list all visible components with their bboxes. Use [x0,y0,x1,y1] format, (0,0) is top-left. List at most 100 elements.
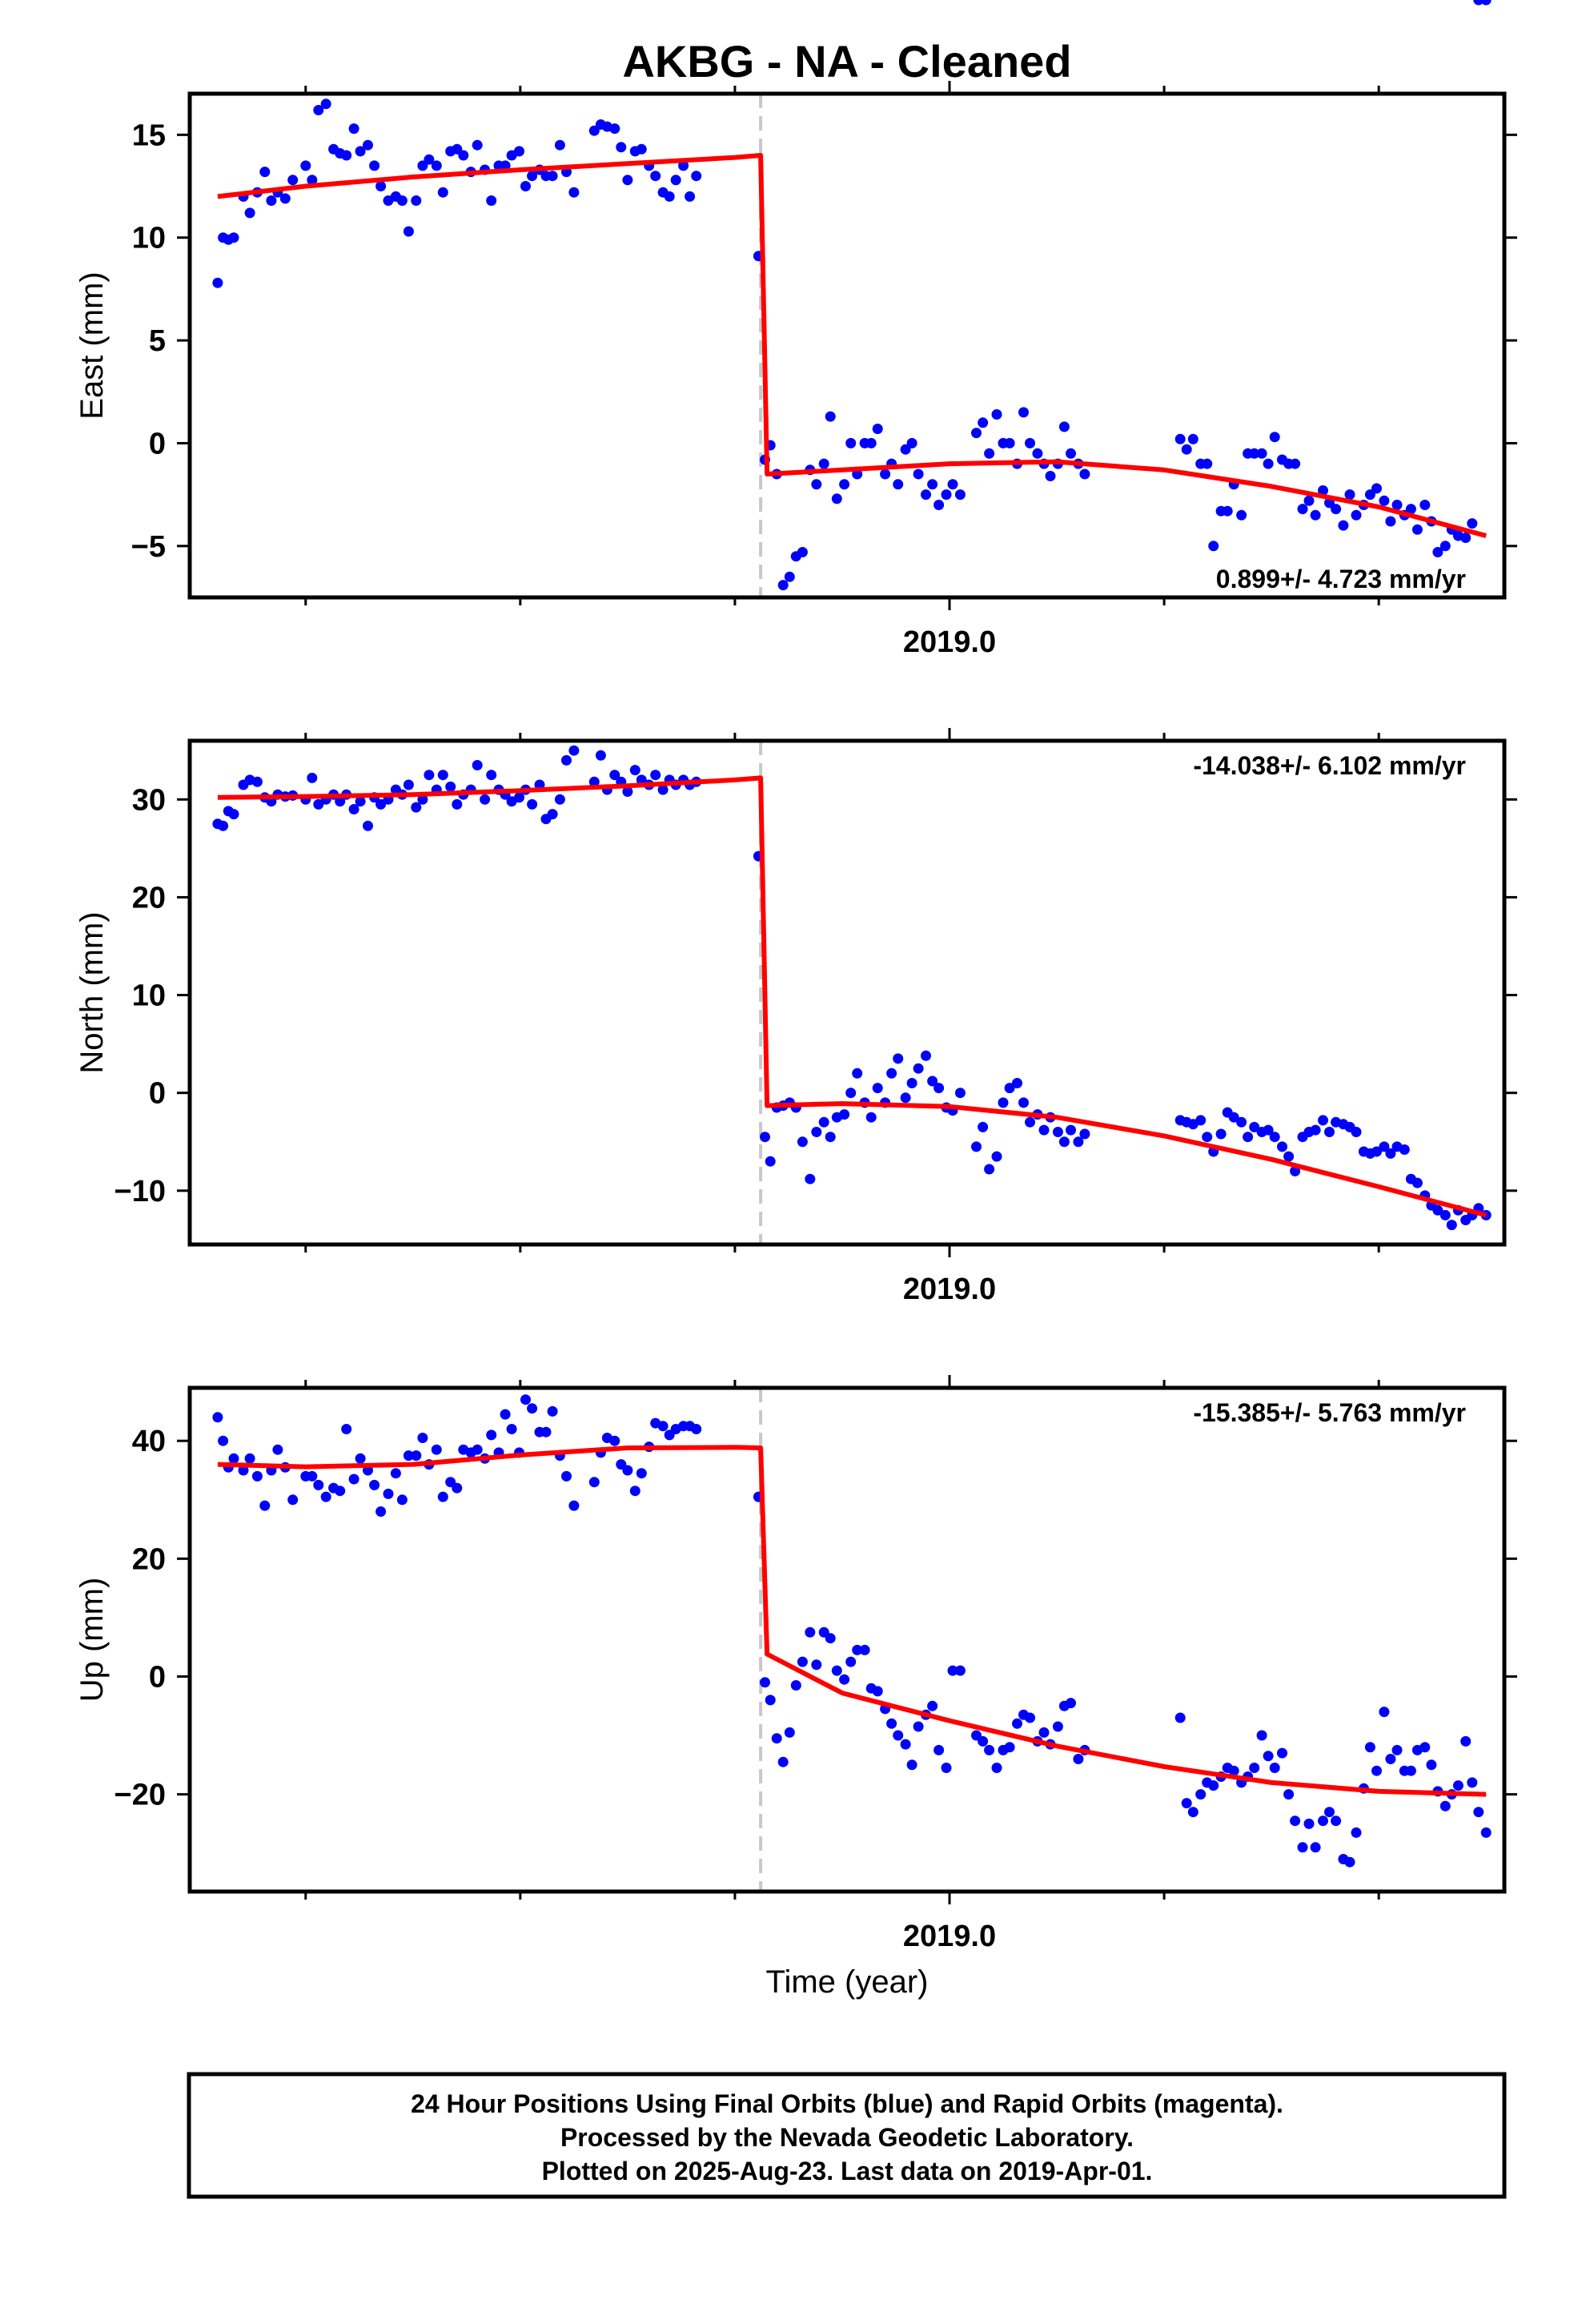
up-data-point [991,1763,1002,1773]
up-data-point [568,1500,580,1511]
up-panel: −20 0 20 40 2019.0 Up (mm) -15.385+/- 5.763 mm… [74,1375,1517,1953]
east-data-point [568,187,580,198]
up-data-point [941,1763,952,1773]
east-model-line [217,153,1487,538]
north-model-line [217,775,1487,1218]
up-data-point [906,1759,917,1771]
north-data-point [998,1097,1009,1108]
x-axis-label: Time (year) [766,1964,929,2000]
north-data-point [839,1109,850,1120]
east-data-point [520,181,531,191]
north-data-point [1215,1128,1227,1140]
east-data-point [452,143,463,155]
north-data-point [872,1083,883,1094]
east-data-point [1058,421,1070,432]
up-data-point [259,1500,271,1511]
east-data-point [431,160,442,171]
north-data-point [1385,1148,1396,1159]
north-data-point [1249,1121,1260,1132]
east-data-point [1310,509,1321,521]
up-data-point [811,1659,822,1671]
north-data-point [797,1136,808,1148]
north-data-point [934,1083,945,1094]
up-data-point [927,1700,938,1711]
up-data-point [893,1730,904,1741]
east-data-point [818,458,829,469]
east-data-point [1419,500,1431,510]
north-data-point [218,820,229,831]
east-data-point [1480,0,1492,6]
up-data-point [1303,1818,1315,1829]
up-data-point [1187,1807,1199,1818]
up-data-point [527,1403,538,1414]
north-data-point [657,784,669,795]
east-data-point [1174,433,1186,444]
east-data-point [927,479,938,490]
north-data-point [984,1164,995,1175]
up-data-point [244,1453,255,1464]
up-data-point [335,1486,346,1497]
north-data-point [954,1088,966,1099]
east-data-point [880,468,891,480]
north-data-point [595,750,606,761]
up-data-point [622,1465,633,1476]
up-data-point [657,1421,669,1432]
up-data-point [1174,1712,1186,1723]
north-y-tick-label: 30 [132,783,166,817]
east-data-point [784,571,795,582]
up-data-point [1277,1747,1287,1759]
east-data-point [1344,489,1355,501]
up-data-point [390,1468,401,1479]
east-data-point [1432,547,1443,557]
east-data-point [636,143,647,155]
up-data-point [636,1468,647,1479]
north-data-point [1025,1116,1035,1128]
east-data-point [1303,495,1315,506]
east-data-point [906,437,917,448]
up-rate-label: -15.385+/- 5.763 mm/yr [1193,1398,1466,1427]
up-data-point [411,1450,422,1462]
north-data-point [348,804,359,814]
east-data-point [527,171,538,182]
up-data-point [417,1433,428,1443]
east-data-point [1297,504,1308,515]
east-data-point [259,167,271,178]
east-data-point [1411,524,1423,535]
up-data-point [978,1735,989,1747]
east-data-point [287,175,299,186]
up-data-point [1351,1827,1362,1838]
east-data-point [865,437,877,448]
up-data-point [307,1470,318,1482]
east-data-point [941,489,952,501]
east-data-point [664,191,675,202]
up-data-point [609,1435,620,1446]
north-data-point [1038,1124,1050,1136]
north-data-point [900,1092,911,1104]
north-data-point [1277,1141,1287,1152]
up-data-point [355,1453,366,1464]
up-data-point [760,1677,770,1688]
up-data-point [984,1744,995,1755]
up-data-point [1419,1742,1431,1753]
east-data-point [244,207,255,219]
up-data-point [452,1482,463,1494]
footer-line-1: 24 Hour Positions Using Final Orbits (bl… [411,2089,1283,2118]
north-data-point [1446,1220,1457,1231]
east-data-point [622,175,633,186]
up-data-point [831,1665,842,1676]
north-data-point [445,781,456,792]
east-data-point [1263,458,1274,469]
up-data-point [396,1494,408,1506]
up-data-point [540,1426,552,1437]
north-data-point [363,820,373,831]
north-data-point [1439,1209,1451,1220]
up-data-point [1297,1842,1308,1853]
up-data-point [431,1444,442,1455]
up-data-point [1208,1780,1219,1791]
east-data-point [355,146,366,157]
up-data-point [403,1450,414,1462]
east-data-point [685,191,696,202]
up-data-point [1283,1789,1295,1800]
north-data-point [335,796,346,807]
up-data-point [238,1465,249,1476]
